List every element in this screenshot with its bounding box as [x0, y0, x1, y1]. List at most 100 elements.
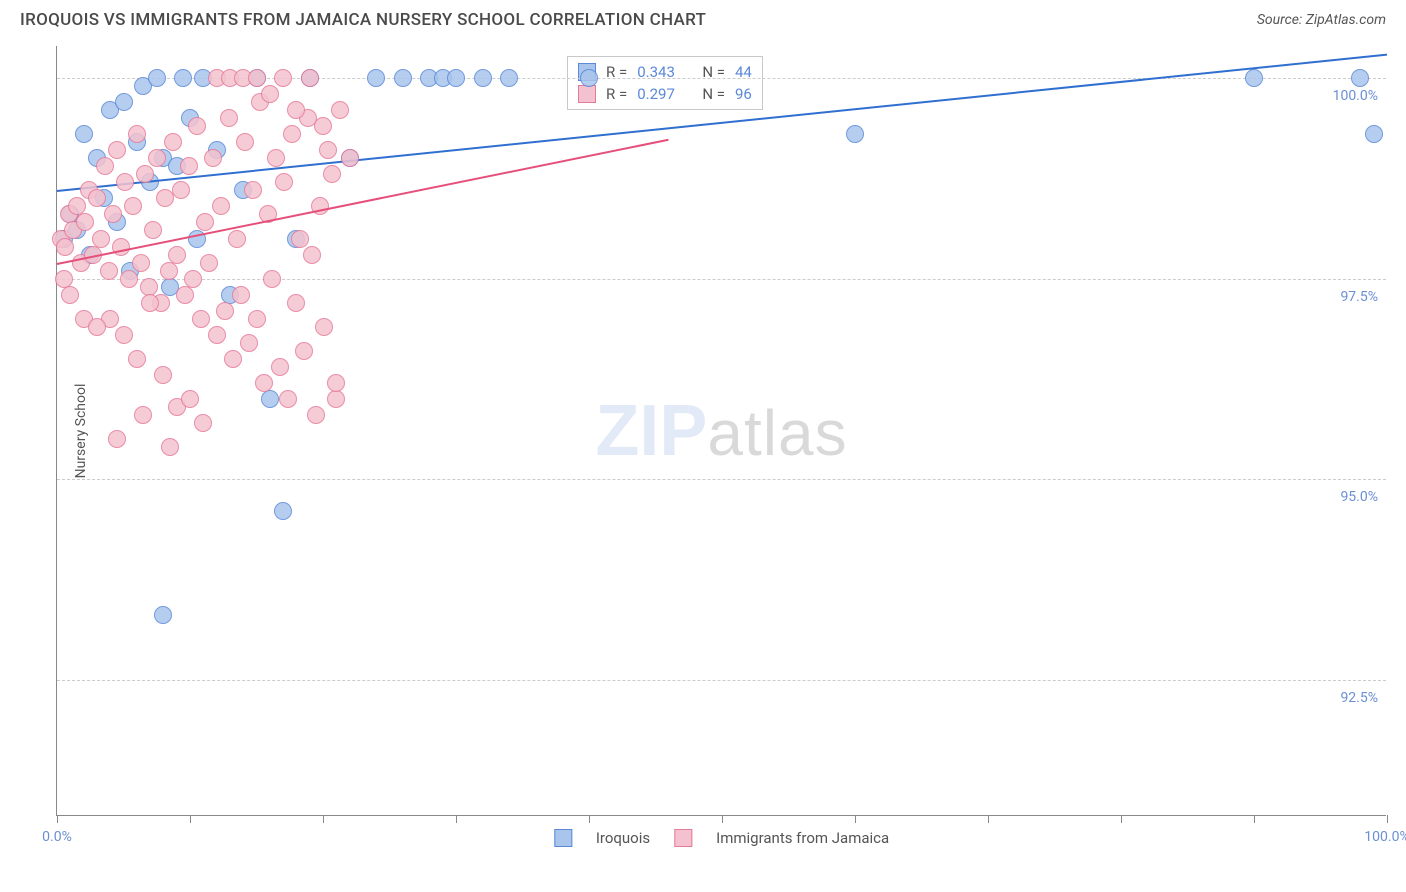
data-point: [204, 149, 222, 167]
legend-label-1: Immigrants from Jamaica: [716, 829, 889, 847]
data-point: [367, 69, 385, 87]
data-point: [216, 302, 234, 320]
x-tick: [1254, 815, 1255, 823]
x-tick-label: 100.0%: [1364, 829, 1406, 845]
data-point: [267, 149, 285, 167]
data-point: [61, 286, 79, 304]
x-tick: [190, 815, 191, 823]
y-tick-label: 97.5%: [1340, 289, 1378, 305]
data-point: [447, 69, 465, 87]
gridline: [57, 680, 1386, 681]
legend-swatch-1: [674, 829, 692, 847]
data-point: [88, 318, 106, 336]
data-point: [244, 181, 262, 199]
swatch-jamaica: [578, 85, 596, 103]
data-point: [208, 326, 226, 344]
data-point: [200, 254, 218, 272]
data-point: [224, 350, 242, 368]
data-point: [55, 270, 73, 288]
y-tick-label: 100.0%: [1333, 88, 1378, 104]
data-point: [161, 438, 179, 456]
r-value-1: 0.297: [637, 85, 675, 103]
data-point: [1365, 125, 1383, 143]
data-point: [88, 189, 106, 207]
x-tick: [57, 815, 58, 823]
data-point: [132, 254, 150, 272]
data-point: [76, 213, 94, 231]
y-axis-label: Nursery School: [73, 383, 89, 478]
data-point: [291, 230, 309, 248]
x-tick-label: 0.0%: [42, 829, 72, 845]
data-point: [128, 350, 146, 368]
data-point: [331, 101, 349, 119]
y-tick-label: 92.5%: [1340, 690, 1378, 706]
data-point: [236, 133, 254, 151]
data-point: [188, 117, 206, 135]
n-label-1: N =: [702, 85, 725, 103]
data-point: [327, 374, 345, 392]
data-point: [275, 173, 293, 191]
data-point: [108, 141, 126, 159]
data-point: [196, 213, 214, 231]
legend-swatch-0: [554, 829, 572, 847]
stat-row-jamaica: R = 0.297 N = 96: [578, 83, 752, 105]
data-point: [141, 294, 159, 312]
data-point: [303, 246, 321, 264]
data-point: [220, 109, 238, 127]
data-point: [212, 197, 230, 215]
data-point: [96, 157, 114, 175]
chart-title: IROQUOIS VS IMMIGRANTS FROM JAMAICA NURS…: [20, 10, 706, 30]
data-point: [248, 69, 266, 87]
data-point: [100, 262, 118, 280]
data-point: [115, 93, 133, 111]
x-tick: [456, 815, 457, 823]
data-point: [180, 157, 198, 175]
data-point: [240, 334, 258, 352]
data-point: [295, 342, 313, 360]
data-point: [315, 318, 333, 336]
data-point: [846, 125, 864, 143]
data-point: [154, 606, 172, 624]
data-point: [115, 326, 133, 344]
data-point: [108, 430, 126, 448]
x-tick: [988, 815, 989, 823]
x-tick: [1121, 815, 1122, 823]
data-point: [394, 69, 412, 87]
data-point: [128, 125, 146, 143]
data-point: [474, 69, 492, 87]
data-point: [148, 149, 166, 167]
legend-label-0: Iroquois: [596, 829, 650, 847]
data-point: [274, 502, 292, 520]
data-point: [194, 414, 212, 432]
data-point: [228, 230, 246, 248]
data-point: [92, 230, 110, 248]
data-point: [56, 238, 74, 256]
data-point: [124, 197, 142, 215]
data-point: [192, 310, 210, 328]
data-point: [500, 69, 518, 87]
data-point: [1351, 69, 1369, 87]
data-point: [136, 165, 154, 183]
data-point: [261, 85, 279, 103]
data-point: [164, 133, 182, 151]
data-point: [120, 270, 138, 288]
stat-row-iroquois: R = 0.343 N = 44: [578, 61, 752, 83]
data-point: [174, 69, 192, 87]
legend: Iroquois Immigrants from Jamaica: [554, 829, 889, 847]
data-point: [1245, 69, 1263, 87]
x-tick: [722, 815, 723, 823]
x-tick: [1387, 815, 1388, 823]
scatter-chart: Nursery School ZIPatlas R = 0.343 N = 44…: [56, 46, 1386, 816]
data-point: [287, 294, 305, 312]
gridline: [57, 279, 1386, 280]
data-point: [287, 101, 305, 119]
y-tick-label: 95.0%: [1340, 489, 1378, 505]
data-point: [263, 270, 281, 288]
data-point: [271, 358, 289, 376]
watermark: ZIPatlas: [595, 390, 847, 472]
data-point: [104, 205, 122, 223]
data-point: [279, 390, 297, 408]
data-point: [248, 310, 266, 328]
data-point: [319, 141, 337, 159]
gridline: [57, 479, 1386, 480]
